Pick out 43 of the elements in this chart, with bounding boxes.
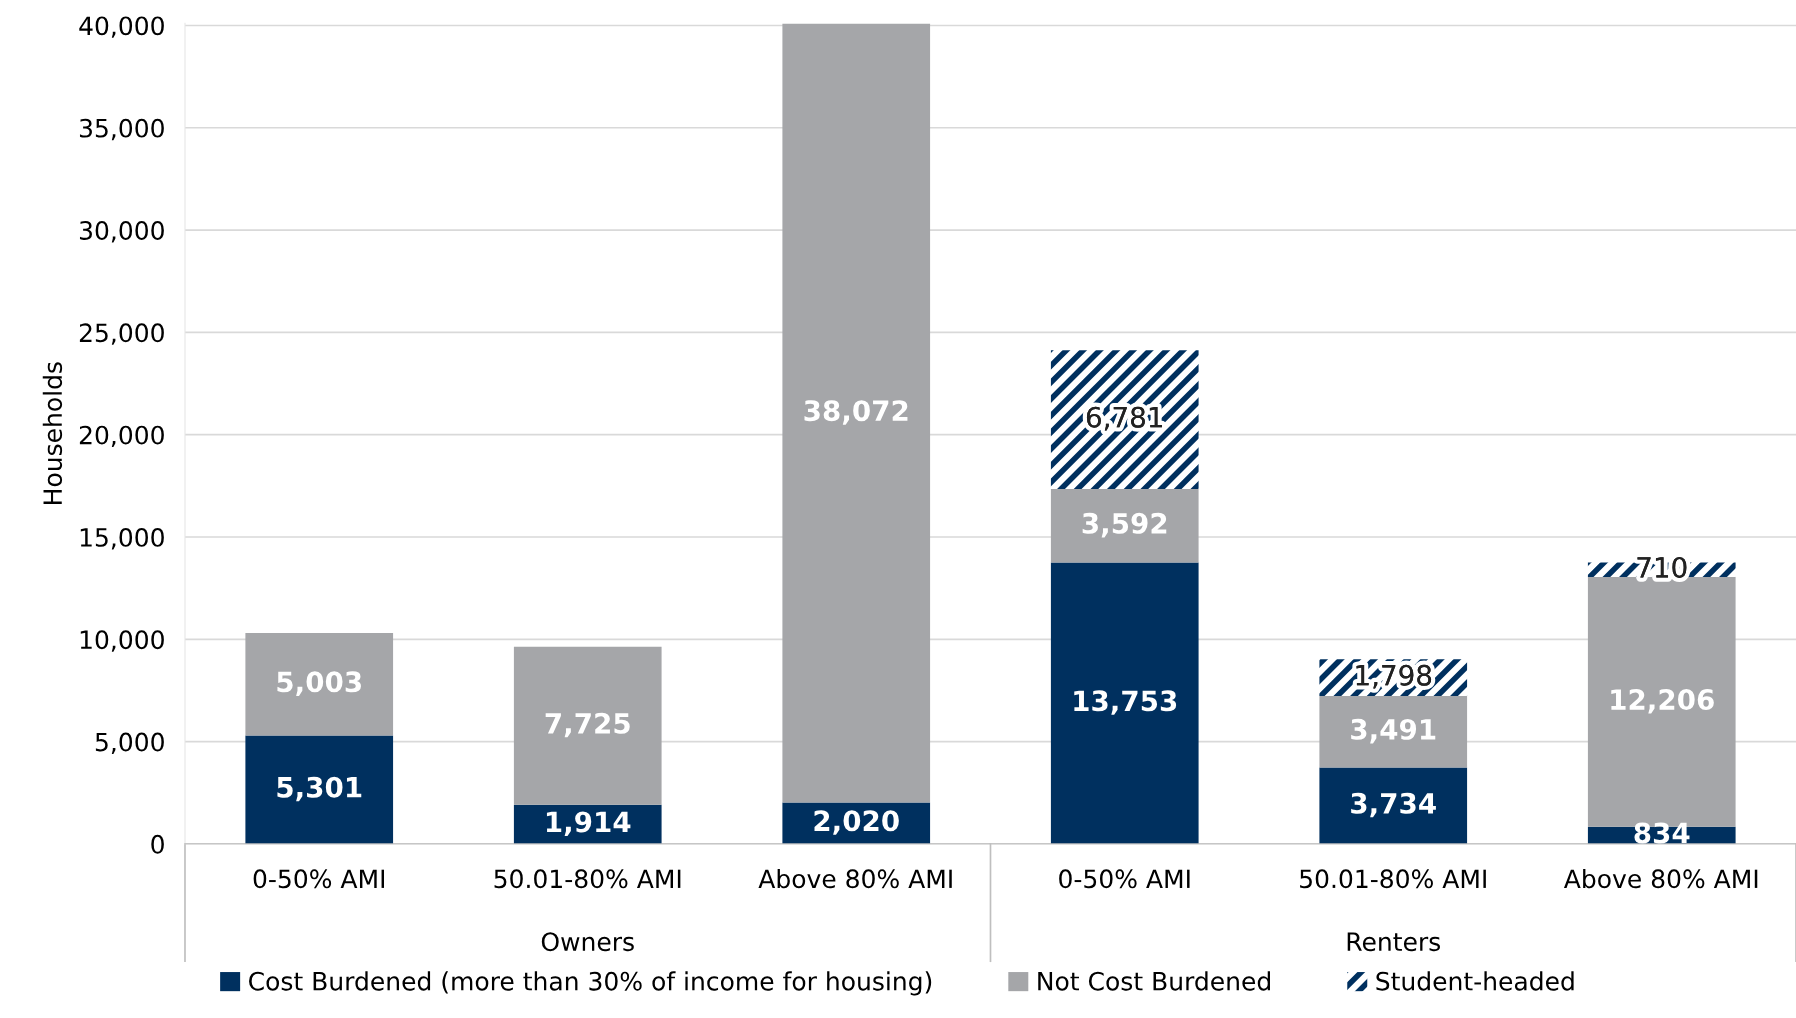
data-label: 1,798 — [1356, 664, 1432, 689]
data-label: 5,301 — [277, 776, 362, 802]
bar — [1319, 767, 1468, 844]
data-label: 12,206 — [1611, 689, 1714, 714]
bar — [513, 646, 662, 805]
x-tick-label: 0-50% AMI — [253, 869, 385, 889]
legend-label: Student-headed — [1376, 971, 1574, 991]
bar — [245, 735, 394, 844]
data-label: 38,072 — [804, 400, 908, 425]
x-tick-label: 50.01-80% AMI — [1300, 869, 1486, 889]
bar — [1319, 696, 1468, 768]
x-tick-label: Above 80% AMI — [758, 868, 952, 889]
text: Renters — [1347, 932, 1441, 952]
bar — [245, 633, 394, 736]
x-tick-label: Above 80% AMI — [1563, 868, 1758, 889]
data-label: 3,734 — [1351, 792, 1436, 818]
y-tick-label: 20,000 — [79, 425, 164, 448]
bar — [782, 23, 931, 803]
bar — [1050, 562, 1199, 844]
data-label: 3,491 — [1351, 718, 1436, 744]
y-tick-label: 25,000 — [79, 323, 164, 345]
data-label: 3,592 — [1082, 512, 1167, 538]
y-tick-label: 15,000 — [80, 527, 164, 550]
bar — [1050, 489, 1199, 563]
y-tick-label: 0 — [151, 834, 164, 854]
y-tick-label: 30,000 — [79, 221, 164, 243]
legend-label: Not Cost Burdened — [1038, 971, 1270, 991]
y-tick-label: 35,000 — [79, 118, 164, 141]
legend-label: Cost Burdened (more than 30% of income for housing) — [249, 971, 932, 996]
data-label: 13,753 — [1074, 690, 1177, 715]
data-label: 1,914 — [546, 811, 631, 836]
y-tick-label: 40,000 — [79, 16, 164, 38]
text: Owners — [541, 932, 634, 952]
data-label: 5,003 — [277, 671, 361, 696]
bar — [1050, 350, 1199, 490]
x-tick-label: 50.01-80% AMI — [494, 869, 681, 889]
data-label: 2,020 — [814, 810, 899, 835]
y-tick-label: 5,000 — [95, 732, 164, 755]
data-label: 7,725 — [545, 712, 630, 738]
data-label: 834 — [1634, 822, 1690, 844]
y-axis-title: Households — [42, 362, 63, 504]
x-tick-label: 0-50% AMI — [1059, 869, 1190, 889]
y-tick-label: 10,000 — [80, 630, 164, 652]
